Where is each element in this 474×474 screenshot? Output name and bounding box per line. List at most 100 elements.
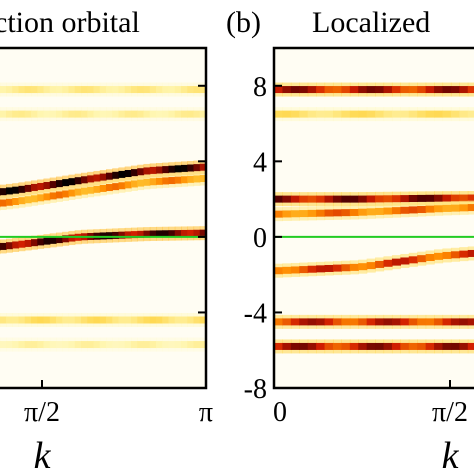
panel-b-bands bbox=[274, 82, 474, 354]
panel-a-band-5-segment bbox=[74, 316, 82, 324]
panel-b-band-3-segment bbox=[434, 205, 444, 213]
panel-b-band-3-segment bbox=[417, 206, 427, 214]
panel-a-band-5-segment bbox=[181, 316, 188, 324]
panel-a-band-6-segment bbox=[193, 341, 201, 349]
panel-b-band-2-segment bbox=[274, 195, 284, 203]
panel-a-band-6-segment bbox=[162, 341, 170, 349]
panel-a-band-3-segment bbox=[187, 175, 195, 183]
panel-a-band-4-segment bbox=[31, 239, 38, 247]
panel-b-band-5-segment bbox=[332, 318, 342, 326]
panel-b-band-4-segment bbox=[425, 254, 435, 262]
panel-a-band-5-segment bbox=[187, 316, 195, 324]
panel-a-title: ction orbital bbox=[0, 6, 140, 39]
panel-a-band-1-segment bbox=[112, 110, 120, 118]
panel-a-band-6-segment bbox=[187, 341, 195, 349]
panel-b-band-4-segment bbox=[332, 264, 342, 272]
panel-a-band-3-segment bbox=[124, 181, 132, 189]
panel-b-band-4-segment bbox=[316, 265, 326, 273]
panel-b-band-1-segment bbox=[383, 110, 393, 118]
panel-b-band-0-segment bbox=[442, 86, 452, 94]
panel-b-band-0-segment bbox=[450, 86, 460, 94]
panel-a-band-4-segment bbox=[193, 229, 201, 237]
panel-b-band-4-segment bbox=[434, 252, 444, 260]
panel-a-band-6-segment bbox=[37, 341, 45, 349]
panel-b-band-4-segment bbox=[383, 259, 393, 267]
panel-b-band-3-segment bbox=[332, 209, 342, 217]
panel-a-band-6-segment bbox=[74, 341, 82, 349]
panel-b-band-0-segment bbox=[299, 86, 309, 94]
panel-b-band-2-segment bbox=[282, 195, 292, 203]
panel-b-band-0-segment bbox=[332, 86, 342, 94]
panel-a-band-0-segment bbox=[187, 86, 195, 94]
panel-b-band-4-segment bbox=[408, 256, 418, 264]
panel-b-band-4-segment bbox=[274, 267, 284, 275]
panel-b-x-axis-label: k bbox=[442, 435, 460, 474]
panel-b-band-2-segment bbox=[332, 195, 342, 203]
panel-b-band-6-segment bbox=[450, 342, 460, 350]
panel-b-band-6-segment bbox=[400, 342, 410, 350]
panel-b-band-3-segment bbox=[299, 210, 309, 218]
panel-a-band-2-segment bbox=[87, 175, 95, 183]
panel-a-band-0-segment bbox=[193, 86, 201, 94]
panel-a-band-3-segment bbox=[168, 177, 176, 185]
panel-b-band-5-segment bbox=[290, 318, 300, 326]
panel-b-band-4-segment bbox=[459, 250, 469, 258]
panel-a-band-2-segment bbox=[6, 187, 13, 195]
panel-b-y-tick-label: -4 bbox=[244, 298, 267, 329]
panel-a-band-6-segment bbox=[56, 341, 63, 349]
panel-a-band-1-segment bbox=[12, 110, 20, 118]
panel-a-band-2-segment bbox=[18, 185, 26, 193]
panel-a-band-2-segment bbox=[81, 176, 88, 184]
panel-b-band-5-segment bbox=[391, 318, 401, 326]
panel-a-band-2-segment bbox=[43, 182, 51, 190]
panel-a-band-5-segment bbox=[37, 316, 45, 324]
panel-b-band-1-segment bbox=[434, 110, 444, 118]
panel-a-band-4-segment bbox=[49, 236, 57, 244]
panel-a-band-1-segment bbox=[156, 110, 163, 118]
panel-b-band-1-segment bbox=[332, 110, 342, 118]
panel-a-band-4-segment bbox=[24, 239, 32, 247]
panel-a-band-0-segment bbox=[37, 86, 45, 94]
panel-b-band-4-segment bbox=[366, 262, 376, 270]
panel-a-band-4-segment bbox=[181, 229, 188, 237]
panel-b-band-3-segment bbox=[282, 210, 292, 218]
panel-a-band-1-segment bbox=[149, 110, 157, 118]
panel-a-band-1-segment bbox=[162, 110, 170, 118]
panel-b-band-6-segment bbox=[366, 342, 376, 350]
panel-b-band-1-segment bbox=[307, 110, 317, 118]
panel-b-band-0-segment bbox=[358, 86, 368, 94]
panel-a-band-6-segment bbox=[199, 341, 206, 349]
panel-b-band-1-segment bbox=[349, 110, 359, 118]
panel-a-band-3-segment bbox=[99, 184, 107, 192]
panel-a-band-3-segment bbox=[143, 178, 151, 186]
panel-a-band-2-segment bbox=[118, 170, 126, 178]
panel-b-band-1-segment bbox=[274, 110, 284, 118]
panel-a-band-5-segment bbox=[43, 316, 51, 324]
panel-b-band-3-segment bbox=[459, 204, 469, 212]
panel-a-band-6-segment bbox=[181, 341, 188, 349]
panel-b-band-0-segment bbox=[290, 86, 300, 94]
panel-b-band-6-segment bbox=[349, 342, 359, 350]
panel-b-band-1-segment bbox=[459, 110, 469, 118]
panel-b-band-4-segment bbox=[358, 263, 368, 271]
panel-b-band-1-segment bbox=[290, 110, 300, 118]
panel-b-band-6-segment bbox=[467, 342, 474, 350]
panel-b-band-4-segment bbox=[442, 251, 452, 259]
panel-b-band-4-segment bbox=[349, 263, 359, 271]
panel-a-band-6-segment bbox=[81, 341, 88, 349]
panel-a-band-4-segment bbox=[124, 231, 132, 239]
panel-b-band-2-segment bbox=[341, 195, 351, 203]
panel-a-band-0-segment bbox=[168, 86, 176, 94]
panel-a-ticks bbox=[41, 84, 206, 389]
panel-a-band-3-segment bbox=[93, 185, 101, 193]
panel-a-band-5-segment bbox=[106, 316, 113, 324]
panel-b-band-1-segment bbox=[324, 110, 334, 118]
panel-b-band-2-segment bbox=[366, 195, 376, 203]
panel-a-band-2-segment bbox=[0, 188, 7, 196]
panel-a-band-4-segment bbox=[187, 229, 195, 237]
panel-b-band-2-segment bbox=[358, 195, 368, 203]
panel-a-band-3-segment bbox=[43, 193, 51, 201]
panel-b-band-5-segment bbox=[459, 318, 469, 326]
panel-a-band-1-segment bbox=[74, 110, 82, 118]
panel-a-band-6-segment bbox=[124, 341, 132, 349]
